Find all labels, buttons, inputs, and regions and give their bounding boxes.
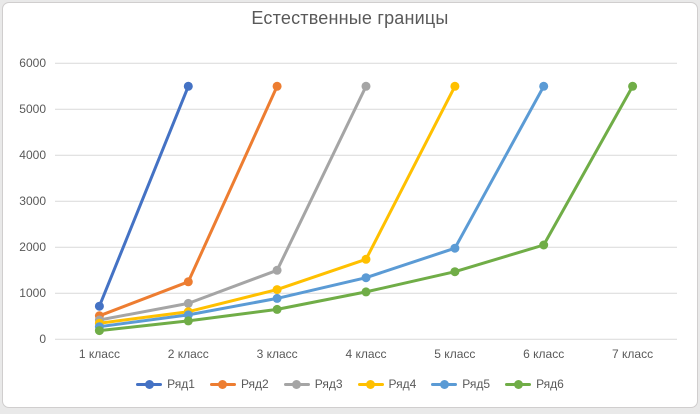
legend-item-Ряд3[interactable]: Ряд3 [283, 377, 343, 391]
data-point [183, 277, 193, 287]
series-line-3 [97, 84, 368, 322]
legend-label: Ряд1 [167, 377, 195, 391]
legend-item-Ряд1[interactable]: Ряд1 [136, 377, 195, 391]
data-point [361, 287, 371, 297]
legend-marker-icon [136, 379, 163, 389]
data-point [361, 81, 371, 91]
legend-label: Ряд3 [314, 377, 343, 391]
legend-label: Ряд2 [240, 377, 269, 391]
data-point [94, 301, 104, 311]
legend-marker-icon [431, 379, 458, 389]
data-point [539, 81, 549, 91]
x-tick-label: 7 класс [612, 347, 654, 361]
y-tick-label: 0 [39, 332, 46, 347]
y-tick-label: 3000 [19, 194, 46, 209]
legend-marker-icon [209, 379, 236, 389]
data-point [183, 298, 193, 308]
legend-item-Ряд2[interactable]: Ряд2 [209, 377, 269, 391]
y-tick-label: 2000 [19, 240, 46, 255]
legend-label: Ряд5 [462, 377, 491, 391]
y-tick-label: 1000 [19, 286, 46, 301]
data-point [450, 81, 460, 91]
data-point [272, 293, 282, 303]
data-point [183, 316, 193, 326]
data-point [361, 273, 371, 283]
x-tick-label: 4 класс [345, 347, 387, 361]
legend-marker-icon [283, 379, 310, 389]
series-line-5 [97, 84, 546, 329]
data-point [450, 243, 460, 253]
data-point [628, 81, 638, 91]
data-point [361, 254, 371, 264]
legend-item-Ряд6[interactable]: Ряд6 [505, 377, 564, 391]
data-point [539, 240, 549, 250]
legend-label: Ряд4 [388, 377, 417, 391]
data-point [450, 267, 460, 277]
legend-marker-icon [357, 379, 384, 389]
data-point [272, 265, 282, 275]
data-point [183, 81, 193, 91]
legend-marker-icon [505, 379, 532, 389]
chart-title: Естественные границы [251, 8, 449, 28]
x-tick-label: 1 класс [78, 347, 120, 361]
chart-frame [2, 2, 698, 408]
series-line-1 [97, 84, 190, 308]
x-tick-label: 5 класс [434, 347, 476, 361]
y-tick-label: 5000 [19, 102, 46, 117]
x-tick-label: 2 класс [167, 347, 209, 361]
data-point [272, 81, 282, 91]
x-tick-label: 3 класс [256, 347, 298, 361]
legend-label: Ряд6 [536, 377, 564, 391]
data-point [94, 326, 104, 336]
legend-item-Ряд4[interactable]: Ряд4 [357, 377, 417, 391]
legend-item-Ряд5[interactable]: Ряд5 [431, 377, 490, 391]
data-point [272, 304, 282, 314]
x-tick-label: 6 класс [523, 347, 565, 361]
legend: Ряд1 Ряд2 Ряд3 Ряд4 Ряд5 Ряд6 [0, 377, 700, 391]
data-point [272, 285, 282, 295]
y-tick-label: 6000 [19, 56, 46, 71]
y-tick-label: 4000 [19, 148, 46, 163]
